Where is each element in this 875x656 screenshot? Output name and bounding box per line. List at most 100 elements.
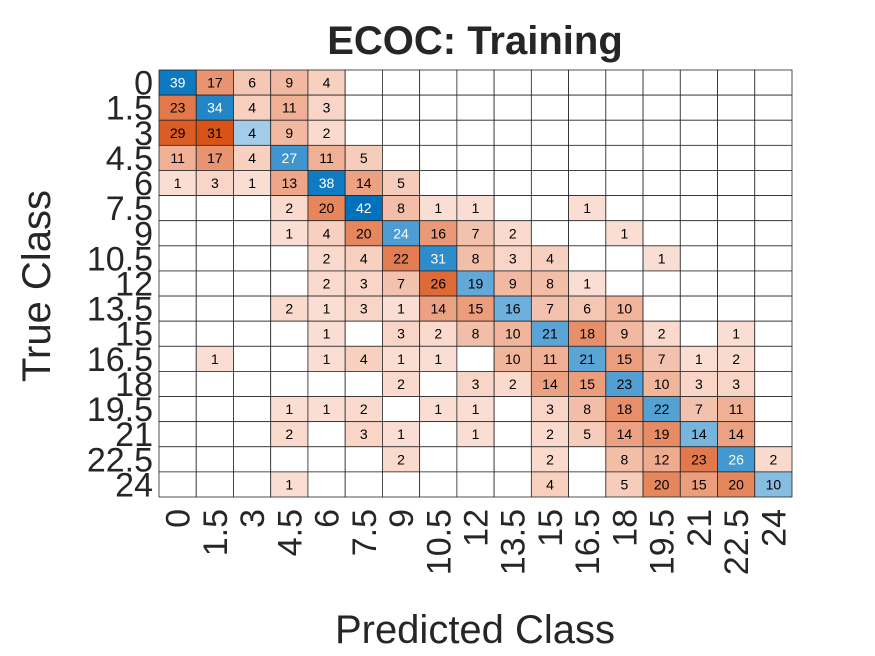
cell-value: 1 xyxy=(174,175,182,191)
heatmap-cell xyxy=(568,345,607,372)
cell-value: 9 xyxy=(509,276,517,292)
heatmap-cell xyxy=(642,295,681,322)
heatmap-cell xyxy=(233,220,272,247)
x-tick-label: 4.5 xyxy=(271,509,309,556)
heatmap-cell xyxy=(642,471,681,498)
cell-value: 4 xyxy=(248,150,256,166)
heatmap-cell xyxy=(382,245,421,272)
cell-value: 14 xyxy=(542,376,558,392)
cell-value: 1 xyxy=(732,326,740,342)
heatmap-cell xyxy=(493,195,532,222)
heatmap-cell xyxy=(158,94,197,121)
x-tick-label: 9 xyxy=(383,509,421,528)
heatmap-cell xyxy=(754,421,793,448)
heatmap-cell xyxy=(642,245,681,272)
cell-value: 1 xyxy=(285,401,293,417)
heatmap-cell xyxy=(270,270,309,297)
heatmap-cell xyxy=(530,446,569,473)
heatmap-cell xyxy=(419,320,458,347)
cell-value: 5 xyxy=(360,150,368,166)
heatmap-cell xyxy=(605,396,644,423)
heatmap-cell xyxy=(605,345,644,372)
heatmap-cell xyxy=(717,320,756,347)
y-tick-label: 4.5 xyxy=(106,140,153,178)
x-tick-labels: 0 1.5 3 4.5 6 7.5 9 10.5 12 13.5 15 16.5 18 19.5 21 22.… xyxy=(160,509,794,575)
heatmap-cell xyxy=(679,396,718,423)
cell-value: 9 xyxy=(285,75,293,91)
cell-value: 2 xyxy=(434,326,442,342)
cell-value: 4 xyxy=(248,125,256,141)
y-tick-label: 24 xyxy=(115,466,153,504)
cell-value: 10 xyxy=(654,376,670,392)
cell-value: 12 xyxy=(654,451,670,467)
heatmap-cell xyxy=(642,320,681,347)
heatmap-cell xyxy=(270,119,309,146)
cell-value: 9 xyxy=(285,125,293,141)
heatmap-cell xyxy=(605,170,644,196)
heatmap-cell xyxy=(754,245,793,272)
cell-value: 5 xyxy=(621,476,629,492)
cell-value: 3 xyxy=(360,426,368,442)
heatmap-cell xyxy=(456,446,495,473)
heatmap-cell xyxy=(642,371,681,397)
y-tick-label: 12 xyxy=(115,266,153,304)
heatmap-cell xyxy=(530,220,569,247)
heatmap-cell xyxy=(419,421,458,448)
cell-value: 16 xyxy=(430,225,446,241)
heatmap-cell xyxy=(679,270,718,297)
heatmap-cell xyxy=(717,144,756,171)
heatmap-cell xyxy=(605,320,644,347)
heatmap-cell xyxy=(233,195,272,222)
cell-value: 29 xyxy=(170,125,186,141)
heatmap-cell xyxy=(754,471,793,498)
heatmap-cell xyxy=(307,295,346,322)
heatmap-cell xyxy=(493,446,532,473)
cell-value: 2 xyxy=(397,376,405,392)
heatmap-cell xyxy=(493,69,532,96)
heatmap-cell xyxy=(456,245,495,272)
heatmap-cell xyxy=(195,195,234,222)
heatmap-cell xyxy=(270,144,309,171)
cell-value: 16 xyxy=(505,301,521,317)
cell-value: 17 xyxy=(207,75,223,91)
heatmap-cell xyxy=(270,371,309,397)
heatmap-cell xyxy=(568,119,607,146)
heatmap-cell xyxy=(679,144,718,171)
heatmap-cell xyxy=(158,471,197,498)
heatmap-cell xyxy=(717,195,756,222)
heatmap-cell xyxy=(307,220,346,247)
cell-value: 1 xyxy=(695,351,703,367)
heatmap-cell xyxy=(382,270,421,297)
heatmap-cell xyxy=(493,471,532,498)
heatmap-cell xyxy=(679,446,718,473)
heatmap-cell xyxy=(270,421,309,448)
heatmap-cell xyxy=(568,320,607,347)
x-tick-label: 7.5 xyxy=(346,509,384,556)
heatmap-cell xyxy=(344,471,383,498)
heatmap-cell xyxy=(717,119,756,146)
cell-value: 1 xyxy=(323,401,331,417)
cell-value: 2 xyxy=(323,250,331,266)
heatmap-cell xyxy=(530,170,569,196)
heatmap-cell xyxy=(530,245,569,272)
cell-value: 2 xyxy=(285,426,293,442)
heatmap-cell xyxy=(754,69,793,96)
heatmap-cell xyxy=(679,245,718,272)
heatmap-cell xyxy=(195,396,234,423)
y-tick-label: 3 xyxy=(134,115,153,153)
x-tick-label: 3 xyxy=(234,509,272,528)
cell-value: 1 xyxy=(583,276,591,292)
heatmap-cell xyxy=(717,295,756,322)
heatmap-cell xyxy=(530,295,569,322)
x-tick-label: 10.5 xyxy=(420,509,458,575)
cell-value: 15 xyxy=(579,376,595,392)
cell-value: 8 xyxy=(472,250,480,266)
cell-value: 2 xyxy=(509,225,517,241)
heatmap-cell xyxy=(456,345,495,372)
cell-value: 20 xyxy=(356,225,372,241)
heatmap-cell xyxy=(233,345,272,372)
heatmap-cell xyxy=(493,144,532,171)
chart-title: ECOC: Training xyxy=(327,19,623,63)
heatmap-cell xyxy=(568,270,607,297)
y-tick-label: 15 xyxy=(115,316,153,354)
